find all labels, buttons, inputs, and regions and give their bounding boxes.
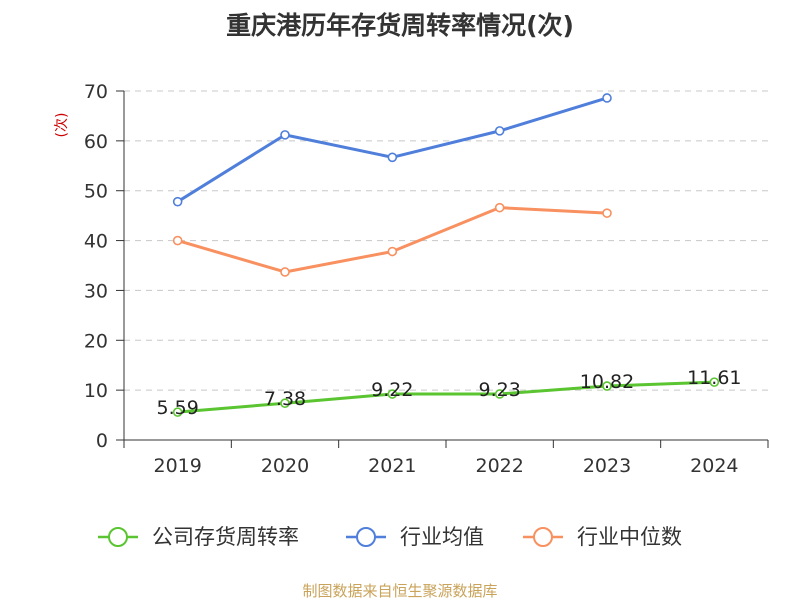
x-tick-label: 2021 bbox=[368, 455, 416, 477]
data-labels: 5.59 7.38 9.22 9.23 10.82 11.61 bbox=[157, 367, 742, 419]
data-point bbox=[172, 235, 183, 246]
source-note: 制图数据来自恒生聚源数据库 bbox=[302, 582, 498, 600]
data-point bbox=[602, 208, 612, 218]
data-point bbox=[387, 389, 398, 399]
data-point bbox=[280, 267, 290, 277]
chart-title: 重庆港历年存货周转率情况(次) bbox=[226, 11, 574, 40]
data-label: 9.23 bbox=[479, 379, 521, 401]
x-tick-label: 2022 bbox=[475, 455, 523, 477]
y-tick-label: 40 bbox=[84, 231, 108, 253]
data-label: 10.82 bbox=[580, 371, 634, 393]
data-point bbox=[387, 152, 398, 163]
y-tick-label: 50 bbox=[84, 181, 108, 203]
data-point bbox=[172, 196, 183, 207]
legend: 公司存货周转率 行业均值 行业中位数 bbox=[98, 525, 682, 549]
x-tick-label: 2024 bbox=[690, 455, 738, 477]
data-point bbox=[709, 377, 720, 387]
y-axis-label: (次) bbox=[54, 113, 70, 138]
y-tick-label: 30 bbox=[84, 280, 108, 302]
gridlines bbox=[124, 90, 768, 391]
legend-marker-icon bbox=[356, 527, 376, 547]
data-point bbox=[494, 126, 505, 136]
y-tick-label: 20 bbox=[84, 330, 108, 352]
y-tick-label: 10 bbox=[84, 380, 108, 402]
y-tick-label: 0 bbox=[96, 430, 108, 452]
data-label: 11.61 bbox=[687, 367, 741, 389]
y-tick-label: 70 bbox=[84, 81, 108, 103]
x-tick-label: 2019 bbox=[153, 455, 201, 477]
legend-marker-icon bbox=[533, 527, 553, 547]
data-point bbox=[494, 389, 505, 399]
series-line bbox=[177, 206, 608, 274]
data-label: 9.22 bbox=[371, 379, 413, 401]
data-point bbox=[280, 398, 290, 409]
data-point bbox=[494, 202, 505, 213]
data-point bbox=[602, 381, 612, 391]
axes: 0 10 20 30 40 50 60 70 2019 2020 2021 2022 2023 2024 bbox=[84, 81, 769, 477]
data-point bbox=[280, 130, 290, 140]
legend-label: 行业中位数 bbox=[577, 525, 682, 549]
legend-label: 公司存货周转率 bbox=[152, 525, 299, 549]
data-label: 7.38 bbox=[264, 388, 306, 410]
x-tick-label: 2023 bbox=[583, 455, 631, 477]
data-point bbox=[172, 407, 183, 417]
data-point bbox=[387, 246, 398, 257]
legend-label: 行业均值 bbox=[400, 525, 484, 549]
data-point bbox=[602, 93, 612, 103]
legend-marker-icon bbox=[108, 527, 128, 547]
data-label: 5.59 bbox=[157, 397, 199, 419]
series-lines bbox=[172, 93, 720, 417]
y-tick-label: 60 bbox=[84, 131, 108, 153]
series-line bbox=[176, 96, 608, 203]
x-tick-label: 2020 bbox=[261, 455, 309, 477]
series-line bbox=[177, 380, 715, 414]
